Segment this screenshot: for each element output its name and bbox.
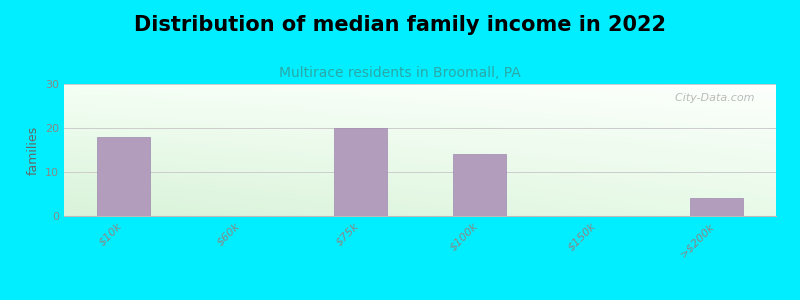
- Text: Distribution of median family income in 2022: Distribution of median family income in …: [134, 15, 666, 35]
- Text: City-Data.com: City-Data.com: [668, 93, 754, 103]
- Bar: [690, 198, 743, 216]
- Bar: [453, 154, 506, 216]
- Text: Multirace residents in Broomall, PA: Multirace residents in Broomall, PA: [279, 66, 521, 80]
- Y-axis label: families: families: [26, 125, 39, 175]
- Bar: [97, 137, 150, 216]
- Bar: [334, 128, 387, 216]
